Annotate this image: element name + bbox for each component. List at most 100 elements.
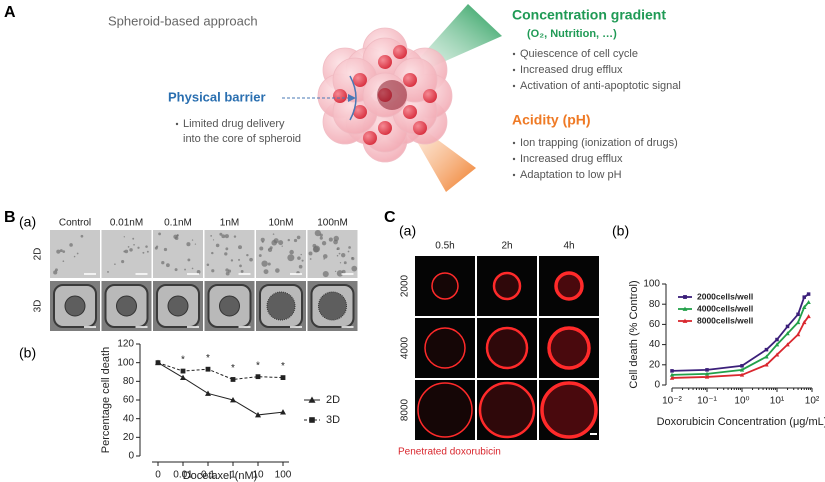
marker — [806, 292, 811, 296]
cell-speck — [146, 250, 149, 253]
sub-label: (b) — [612, 223, 629, 239]
cell-nucleus — [403, 73, 417, 87]
panel-title: Spheroid-based approach — [108, 13, 258, 28]
cell-speck — [69, 243, 73, 247]
marker — [795, 332, 801, 337]
significance-mark: * — [256, 360, 260, 371]
cell-speck — [347, 250, 350, 253]
cell-speck — [191, 267, 194, 270]
cell-speck — [296, 235, 301, 240]
spheroid — [219, 295, 240, 317]
marker — [309, 417, 315, 423]
series-line — [157, 362, 284, 416]
cell-speck — [145, 245, 148, 248]
row-label: 2000 — [400, 274, 411, 297]
cell-speck — [158, 232, 162, 236]
cell-speck — [129, 248, 133, 252]
marker — [280, 409, 286, 415]
cell-speck — [297, 256, 301, 260]
column-label: 0.1nM — [164, 218, 192, 229]
marker — [802, 305, 807, 309]
cell-speck — [166, 263, 170, 268]
sub-label: (b) — [19, 345, 36, 361]
spheroid — [266, 291, 296, 321]
cell-speck — [246, 253, 249, 257]
cell-speck — [215, 243, 220, 248]
cell-speck — [132, 237, 135, 240]
cell-speck — [212, 239, 215, 241]
marker — [180, 374, 186, 380]
cell-speck — [211, 269, 215, 273]
cell-speck — [308, 251, 313, 256]
cell-nucleus — [353, 105, 367, 119]
cell-speck — [174, 236, 179, 241]
x-tick-label: 0 — [155, 470, 161, 481]
cell-speck — [133, 243, 135, 246]
cell-speck — [287, 238, 290, 242]
column-label: 100nM — [317, 218, 348, 229]
cell-speck — [211, 251, 214, 255]
cell-speck — [336, 270, 344, 277]
marker — [704, 371, 710, 376]
marker — [704, 374, 710, 379]
fluorescence-image — [477, 380, 537, 440]
spheroid-illustration — [317, 27, 453, 163]
cell-speck — [348, 246, 351, 249]
column-label: 10nM — [268, 218, 293, 229]
cell-speck — [323, 258, 325, 260]
y-tick-label: 60 — [649, 319, 661, 330]
legend-label: 2000cells/well — [697, 291, 753, 301]
marker — [802, 295, 806, 299]
cell-speck — [336, 254, 339, 257]
cell-nucleus — [393, 45, 407, 59]
cell-speck — [287, 254, 295, 262]
y-tick-label: 120 — [117, 339, 134, 350]
y-tick-label: 0 — [654, 380, 660, 391]
bullet-text: Quiescence of cell cycle — [520, 48, 638, 60]
bullet — [512, 157, 516, 161]
spheroid-fluorescence — [554, 271, 584, 301]
cell-nucleus — [378, 121, 392, 135]
marker — [669, 375, 675, 380]
significance-mark: * — [181, 355, 185, 366]
cell-speck — [76, 252, 79, 255]
bullet-text: Increased drug efflux — [520, 64, 623, 76]
row-label: 8000 — [400, 398, 411, 421]
bullet-text: Limited drug delivery — [183, 118, 285, 130]
marker — [796, 312, 800, 317]
cell-speck — [271, 239, 277, 246]
micrograph — [307, 230, 358, 278]
cell-speck — [123, 250, 126, 253]
cell-speck — [263, 269, 269, 275]
bullet — [512, 141, 516, 145]
bullet — [512, 68, 516, 72]
fluorescence-image — [539, 256, 599, 316]
marker — [682, 318, 688, 323]
marker — [255, 411, 261, 418]
y-axis-label: Cell death (% Control) — [628, 280, 640, 388]
cell-speck — [293, 238, 298, 243]
cell-speck — [124, 249, 129, 254]
fluorescence-image — [415, 380, 475, 440]
cell-speck — [298, 264, 303, 269]
marker — [795, 320, 801, 325]
barrier-title: Physical barrier — [168, 89, 266, 104]
cell-nucleus — [423, 89, 437, 103]
cell-speck — [191, 239, 194, 241]
cell-speck — [336, 247, 340, 251]
sub-label: (a) — [19, 214, 36, 230]
panel-label: C — [384, 209, 396, 226]
cell-speck — [221, 234, 226, 239]
spheroid-fluorescence — [431, 272, 459, 300]
cell-speck — [240, 270, 244, 273]
cell-speck — [309, 258, 312, 260]
cell-speck — [333, 239, 338, 245]
marker — [205, 366, 211, 372]
cell-speck — [224, 252, 228, 256]
cell-speck — [238, 245, 243, 250]
marker — [806, 299, 811, 304]
cell-speck — [184, 268, 186, 271]
spheroid-fluorescence — [540, 381, 598, 439]
x-axis-label: Doxorubicin Concentration (μg/mL) — [657, 416, 825, 428]
